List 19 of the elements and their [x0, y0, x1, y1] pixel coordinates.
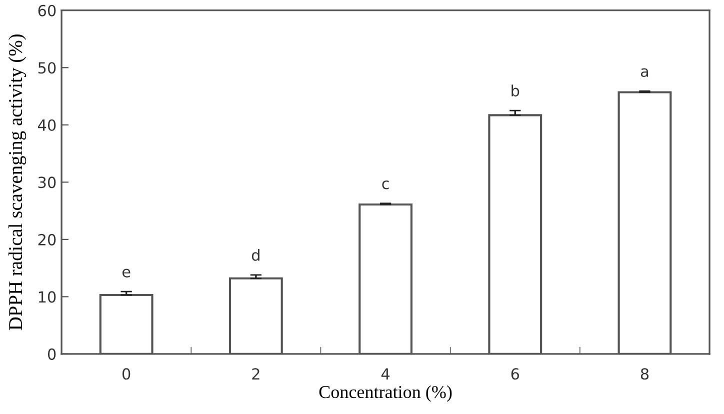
y-axis-title: DPPH radical scavenging activity (%)	[8, 34, 26, 330]
annotation: d	[252, 249, 260, 261]
y-tick-label: 50	[38, 62, 56, 74]
y-tick-label: 40	[38, 119, 56, 131]
x-tick-label: 0	[122, 368, 130, 380]
x-tick-label: 2	[252, 368, 260, 380]
y-tick-label: 60	[38, 4, 56, 16]
y-tick-label: 10	[38, 291, 56, 303]
x-tick-label: 8	[640, 368, 649, 380]
annotation: b	[512, 84, 520, 96]
annotation: c	[382, 180, 389, 190]
annotation: e	[122, 268, 130, 278]
y-tick-label: 20	[38, 234, 56, 246]
x-axis-title: Concentration (%)	[319, 385, 452, 402]
x-tick-label: 4	[381, 368, 390, 380]
annotation: a	[640, 68, 648, 78]
x-tick-label: 6	[511, 368, 520, 380]
y-tick-label: 30	[38, 176, 56, 188]
y-tick-label: 0	[48, 348, 56, 360]
